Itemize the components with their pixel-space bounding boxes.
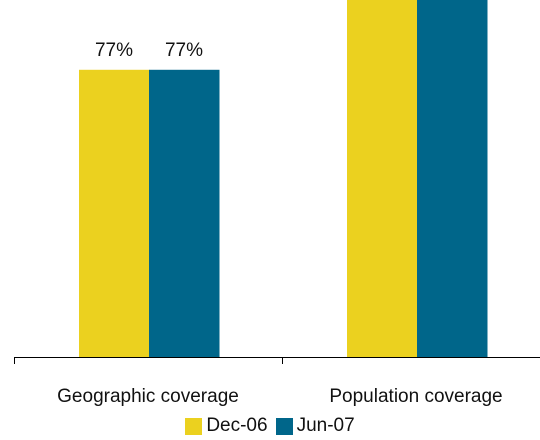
legend-swatch-dec-06 xyxy=(185,417,203,435)
bar-dec-06-2 xyxy=(347,0,418,357)
value-label-dec-06-1: 77% xyxy=(95,40,133,61)
bar-jun-07-1 xyxy=(149,69,220,357)
bars-group xyxy=(79,0,488,357)
category-labels-group: Geographic coverage Population coverage xyxy=(57,386,502,407)
value-label-jun-07-1: 77% xyxy=(165,40,203,61)
legend-item-jun-07: Jun-07 xyxy=(275,415,355,437)
bar-dec-06-1 xyxy=(79,69,150,357)
legend-label-jun-07: Jun-07 xyxy=(296,415,355,436)
legend: Dec-06 Jun-07 xyxy=(0,415,540,437)
bar-jun-07-2 xyxy=(417,0,488,357)
value-labels-group: 77%77%96%96% xyxy=(95,40,203,61)
legend-swatch-jun-07 xyxy=(275,417,293,435)
x-axis xyxy=(14,357,540,364)
legend-label-dec-06: Dec-06 xyxy=(206,415,268,436)
category-label-2: Population coverage xyxy=(329,386,502,407)
category-label-1: Geographic coverage xyxy=(57,386,239,407)
legend-item-dec-06: Dec-06 xyxy=(185,415,268,437)
